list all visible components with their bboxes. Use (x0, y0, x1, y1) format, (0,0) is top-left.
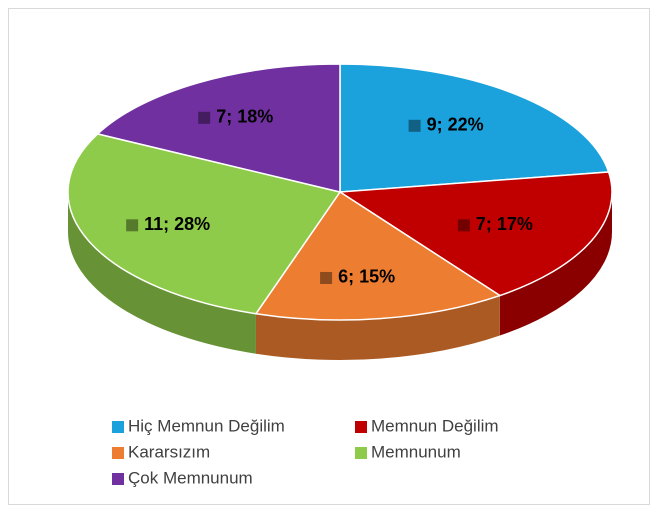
pie-tops (67, 63, 613, 321)
data-label: 7; 18% (216, 107, 273, 127)
legend-swatch (112, 421, 124, 433)
legend-label: Hiç Memnun Değilim (128, 416, 285, 435)
slice-side (68, 192, 256, 354)
legend-label: Memnunum (371, 442, 461, 461)
data-label: 11; 28% (144, 214, 210, 234)
data-label: 9; 22% (427, 115, 484, 135)
legend-label: Çok Memnunum (128, 468, 253, 487)
legend-label: Memnun Değilim (371, 416, 499, 435)
label-marker (320, 271, 333, 284)
legend-swatch (112, 447, 124, 459)
slice (339, 63, 610, 193)
legend-swatch (355, 447, 367, 459)
label-marker (198, 111, 211, 124)
slice (67, 133, 342, 315)
legend-swatch (112, 473, 124, 485)
data-label: 7; 17% (476, 214, 533, 234)
slice (96, 63, 341, 193)
label-marker (408, 119, 421, 132)
slice (337, 171, 613, 297)
legend-swatch (355, 421, 367, 433)
slice-side (499, 192, 612, 336)
slice (254, 190, 502, 321)
label-marker (126, 219, 139, 232)
label-marker (457, 219, 470, 232)
legend-label: Kararsızım (128, 442, 210, 461)
data-label: 6; 15% (338, 267, 395, 287)
